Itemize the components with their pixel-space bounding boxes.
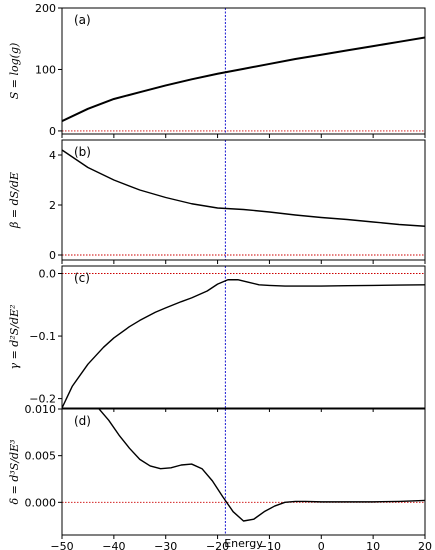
x-tick-label: −50 — [50, 540, 73, 550]
plot-frame — [61, 7, 426, 135]
panel-4: 0.000 0.005 0.010 −50 −40 −30 −20 −10 0 10 20 (d) δ … — [8, 403, 432, 550]
y-tick-label: 0 — [49, 249, 56, 262]
x-tick-label: −40 — [102, 540, 125, 550]
plot-frame — [61, 139, 426, 261]
panel-label: (a) — [74, 13, 91, 27]
panel-label: (c) — [74, 271, 90, 285]
plot-frame — [61, 408, 426, 536]
y-axis-label: S = log(g) — [8, 43, 21, 100]
y-tick-label: 0.005 — [25, 450, 57, 463]
y-tick-label: 100 — [35, 63, 56, 76]
y-tick-label: 0.000 — [25, 496, 57, 509]
plot-frame — [61, 265, 426, 409]
x-tick-label: 20 — [418, 540, 432, 550]
y-tick-label: −0.2 — [29, 393, 56, 406]
x-tick-label: 10 — [366, 540, 380, 550]
y-tick-label: 4 — [49, 149, 56, 162]
panel-3: 0.0 −0.1 −0.2 (c) γ = d²S/dE² — [8, 265, 426, 412]
panel-label: (d) — [74, 414, 91, 428]
y-tick-label: 200 — [35, 2, 56, 15]
y-axis-label: γ = d²S/dE² — [8, 305, 21, 370]
panel-2: 0 2 4 (b) β = dS/dE — [8, 139, 426, 264]
x-tick-label: 0 — [318, 540, 325, 550]
x-tick-label: −10 — [258, 540, 281, 550]
y-axis-label: δ = d³S/dE³ — [8, 439, 21, 504]
series-line — [98, 409, 425, 522]
y-tick-label: 0 — [49, 125, 56, 138]
x-axis-label: Energy — [224, 537, 263, 550]
y-tick-label: −0.1 — [29, 330, 56, 343]
series-line — [62, 36, 425, 122]
panel-1: 0 100 200 (a) S = log(g) — [8, 2, 426, 138]
panel-label: (b) — [74, 145, 91, 159]
y-tick-label: 0.010 — [25, 403, 57, 416]
x-tick-label: −20 — [206, 540, 229, 550]
y-tick-label: 2 — [49, 199, 56, 212]
x-tick-label: −30 — [154, 540, 177, 550]
y-tick-label: 0.0 — [39, 268, 57, 281]
y-axis-label: β = dS/dE — [8, 172, 21, 229]
series-line — [62, 149, 425, 227]
series-line — [62, 279, 425, 408]
